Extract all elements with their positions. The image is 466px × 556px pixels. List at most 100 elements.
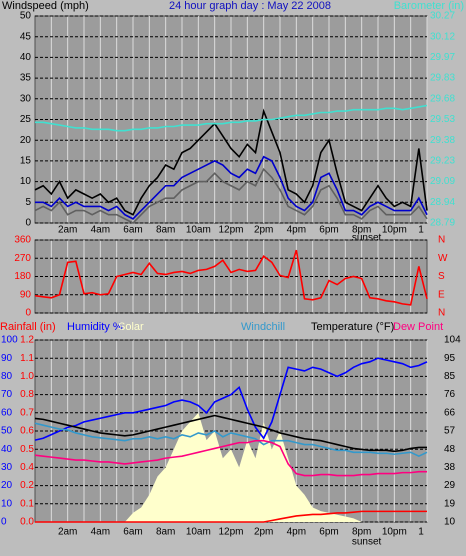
y2ticks-label: N [438,235,445,246]
rainticks-label: 0.4 [20,462,34,473]
x-tick-label: 10pm [382,527,407,538]
y2ticks-label: 76 [444,389,456,400]
y2ticks-label: 29.97 [430,52,455,63]
y2ticks-label: 29 [444,480,456,491]
yticks-label: 180 [14,271,31,282]
rainticks-label: 1.1 [20,353,34,364]
x-tick-label: 8am [156,225,175,236]
y2ticks-label: 30.12 [430,31,455,42]
rainfall-label: Rainfall (in) [0,321,56,333]
yticks-label: 30 [1,462,13,473]
rainticks-label: 0.7 [20,407,34,418]
rainticks-label: 1.0 [20,371,34,382]
annotation: sunset [352,233,382,244]
x-tick-label: 1 [418,225,424,236]
y2ticks-label: 29.23 [430,156,455,167]
yticks-label: 40 [1,444,13,455]
yticks-label: 50 [1,426,13,437]
line [34,167,428,224]
x-tick-label: 4am [91,527,110,538]
rainticks-label: 0.2 [20,480,34,491]
x-tick-label: 12pm [218,527,243,538]
y2ticks-label: 95 [444,353,456,364]
y2ticks-label: 66 [444,407,456,418]
yticks-label: 5 [25,197,31,208]
line [34,422,428,458]
rainticks-label: 1.2 [20,335,34,346]
yticks-label: 270 [14,253,31,264]
barometer-label: Barometer (in) [394,0,464,12]
y2ticks-label: 10 [444,517,456,528]
x-tick-label: 10pm [382,225,407,236]
x-tick-label: 2pm [254,225,273,236]
yticks-label: 40 [20,52,32,63]
yticks-label: 90 [1,353,13,364]
x-tick-label: 8pm [352,225,371,236]
yticks-label: 360 [14,235,31,246]
yticks-label: 70 [1,389,13,400]
temperature-label: Temperature (°F) [311,321,394,333]
y2ticks-label: 29.68 [430,93,455,104]
rainticks-label: 0.5 [20,444,34,455]
y2ticks-label: W [438,253,448,264]
rainticks-label: 0.8 [20,389,34,400]
dewpoint-label: Dew Point [393,321,443,333]
y2ticks-label: 38 [444,462,456,473]
line [34,357,428,441]
annotation: sunset [352,537,382,548]
y2ticks-label: 29.83 [430,73,455,84]
windspeed-label: Windspeed (mph) [2,0,89,12]
y2ticks-label: 28.94 [430,197,455,208]
yticks-label: 15 [20,156,32,167]
yticks-label: 80 [1,371,13,382]
y2ticks-label: N [438,308,445,319]
rainticks-label: 0.1 [20,498,34,509]
yticks-label: 90 [20,289,32,300]
yticks-label: 25 [20,114,32,125]
yticks-label: 0 [25,308,31,319]
y2ticks-label: 85 [444,371,456,382]
yticks-label: 50 [20,11,32,22]
line [34,249,428,306]
y2ticks-label: 29.53 [430,114,455,125]
yticks-label: 20 [1,480,13,491]
rainticks-label: 0.0 [20,517,34,528]
x-tick-label: 2am [58,225,77,236]
yticks-label: 0 [1,517,7,528]
y2ticks-label: E [438,289,445,300]
y2ticks-label: 104 [444,335,461,346]
x-tick-label: 1 [418,527,424,538]
y2ticks-label: 29.09 [430,176,455,187]
x-tick-label: 6am [123,527,142,538]
x-tick-label: 12pm [218,225,243,236]
yticks-label: 100 [1,335,18,346]
x-tick-label: 4am [91,225,110,236]
area [35,412,427,522]
line [34,108,428,216]
line [35,155,428,220]
yticks-label: 20 [20,135,32,146]
y2ticks-label: 29.38 [430,135,455,146]
y2ticks-label: 30.27 [430,11,455,22]
windchill-label: Windchill [241,321,285,333]
yticks-label: 35 [20,73,32,84]
line [34,414,427,453]
x-tick-label: 6pm [319,225,338,236]
y2ticks-label: 19 [444,498,456,509]
x-tick-label: 10am [186,527,211,538]
x-tick-label: 10am [186,225,211,236]
solar-label: Solar [118,321,144,333]
y2ticks-label: 28.79 [430,218,455,229]
x-tick-label: 2pm [254,527,273,538]
x-tick-label: 8pm [352,527,371,538]
x-tick-label: 4pm [287,225,306,236]
y2ticks-label: 57 [444,426,456,437]
x-tick-label: 6pm [319,527,338,538]
humidity-label: Humidity % [67,321,123,333]
yticks-label: 10 [1,498,13,509]
chart-title: 24 hour graph day : May 22 2008 [169,0,331,12]
line [35,510,427,523]
line [35,104,428,132]
x-tick-label: 6am [123,225,142,236]
